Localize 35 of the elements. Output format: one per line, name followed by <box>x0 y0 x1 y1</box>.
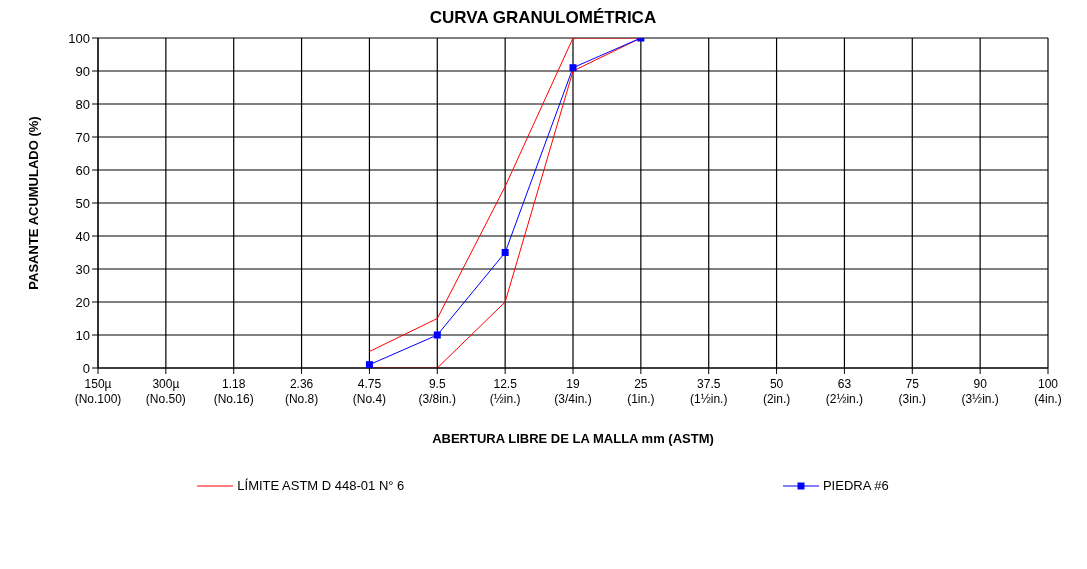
x-tick-label: 90 (3½in.) <box>961 377 999 406</box>
point <box>433 331 441 339</box>
y-tick-label: 20 <box>75 294 90 310</box>
x-tick-label: 37.5 (1½in.) <box>690 377 728 406</box>
y-tick-label: 90 <box>75 63 90 79</box>
x-tick-label: 2.36 (No.8) <box>284 377 319 406</box>
y-tick-label: 30 <box>75 261 90 277</box>
y-tick-label: 40 <box>75 228 90 244</box>
x-tick-label: 75 (3in.) <box>898 377 926 406</box>
x-tick-label: 100 (4in.) <box>1034 377 1062 406</box>
point <box>501 249 509 256</box>
x-tick-label: 4.75 (No.4) <box>352 377 387 406</box>
x-tick-label: 1.18 (No.16) <box>213 377 254 406</box>
chart-title: CURVA GRANULOMÉTRICA <box>428 8 658 28</box>
y-tick-label: 80 <box>75 96 90 112</box>
x-tick-label: 50 (2in.) <box>762 377 791 406</box>
y-tick-label: 60 <box>75 162 90 178</box>
point <box>365 361 373 368</box>
x-tick-label: 12.5 (½in.) <box>489 377 521 406</box>
y-axis-title: PASANTE ACUMULADO (%) <box>25 116 41 290</box>
x-tick-label: 19 (3/4in.) <box>554 377 592 406</box>
x-tick-label: 150µ (No.100) <box>74 377 122 406</box>
legend-label: LÍMITE ASTM D 448-01 N° 6 <box>237 478 405 493</box>
legend-label: PIEDRA #6 <box>822 478 889 493</box>
x-tick-label: 63 (2½in.) <box>825 377 864 406</box>
x-tick-label: 300µ (No.50) <box>145 377 186 406</box>
y-tick-label: 100 <box>68 30 90 46</box>
point <box>569 64 577 72</box>
x-tick-label: 25 (1in.) <box>627 377 655 406</box>
y-tick-label: 70 <box>75 129 90 145</box>
x-axis-title: ABERTURA LIBRE DE LA MALLA mm (ASTM) <box>432 431 714 446</box>
x-tick-label: 9.5 (3/8in.) <box>418 377 456 406</box>
y-tick-label: 50 <box>75 195 90 211</box>
y-tick-label: 10 <box>75 327 90 343</box>
y-tick-label: 0 <box>82 360 90 376</box>
